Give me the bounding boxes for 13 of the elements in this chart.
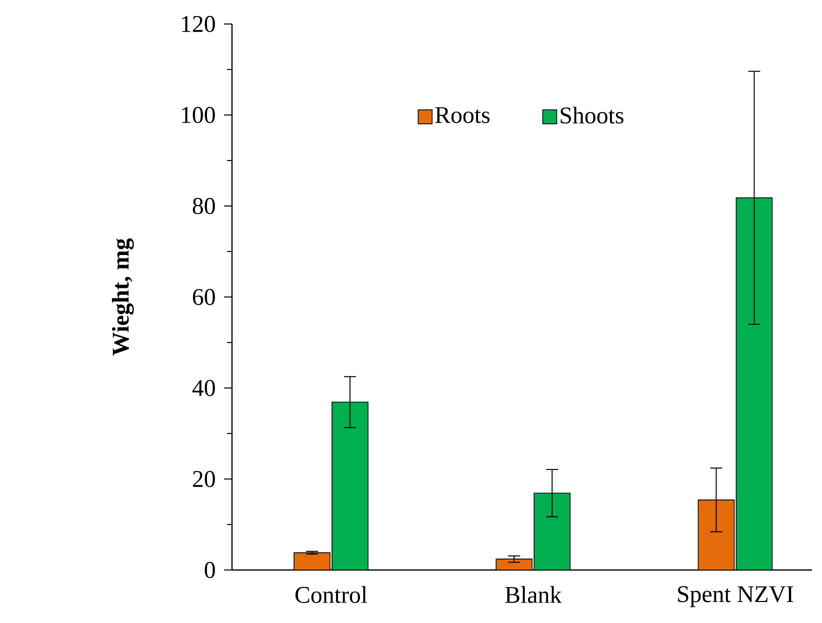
legend-label: Roots [435, 107, 490, 124]
y-tick-label: 60 [192, 288, 215, 306]
x-tick-label: Control [295, 586, 368, 603]
legend-label: Shoots [560, 106, 624, 124]
y-tick-label: 40 [192, 380, 215, 396]
x-tick-label: Blank [505, 586, 562, 603]
y-tick-label: 120 [182, 16, 215, 32]
y-axis-title: Wieght, mg [112, 238, 134, 356]
y-tick-label: 100 [182, 106, 215, 124]
y-tick-label: 20 [192, 470, 215, 488]
y-tick-label: 0 [204, 562, 215, 578]
x-tick-label: Spent NZVI [678, 586, 794, 608]
y-tick-label: 80 [192, 198, 215, 214]
